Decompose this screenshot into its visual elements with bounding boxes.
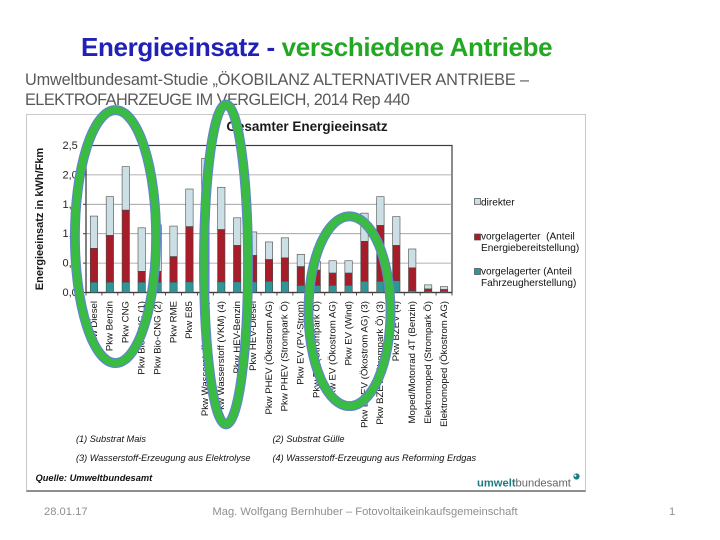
svg-text:Pkw Bio-CNG (1): Pkw Bio-CNG (1) bbox=[137, 301, 148, 375]
svg-text:Pkw Benzin: Pkw Benzin bbox=[105, 301, 116, 351]
svg-text:Pkw EV (Strompark Ö): Pkw EV (Strompark Ö) bbox=[312, 301, 323, 398]
svg-text:Pkw Diesel: Pkw Diesel bbox=[89, 301, 100, 348]
svg-text:2,0: 2,0 bbox=[63, 169, 78, 181]
svg-text:Pkw Wasserstoff (VKM) (3): Pkw Wasserstoff (VKM) (3) bbox=[200, 301, 211, 416]
svg-text:Pkw CNG: Pkw CNG bbox=[121, 301, 132, 343]
svg-text:Elektromoped (Strompark Ö): Elektromoped (Strompark Ö) bbox=[423, 301, 434, 424]
svg-text:Pkw Bio-CNG (2): Pkw Bio-CNG (2) bbox=[152, 301, 163, 375]
svg-text:vorgelagerter (Anteil: vorgelagerter (Anteil bbox=[481, 267, 572, 278]
svg-text:Pkw EV (PV-Strom): Pkw EV (PV-Strom) bbox=[296, 301, 307, 385]
svg-text:Pkw E85: Pkw E85 bbox=[184, 301, 195, 339]
svg-text:(1) Substrat Mais: (1) Substrat Mais bbox=[76, 434, 146, 444]
svg-text:1,5: 1,5 bbox=[63, 199, 78, 211]
svg-text:Fahrzeugherstellung): Fahrzeugherstellung) bbox=[481, 278, 576, 289]
svg-text:vorgelagerter (Anteil: vorgelagerter (Anteil bbox=[481, 232, 575, 243]
svg-text:1,0: 1,0 bbox=[63, 228, 78, 240]
svg-text:Pkw BZEV (Strompark Ö) (3): Pkw BZEV (Strompark Ö) (3) bbox=[375, 301, 386, 425]
svg-text:Pkw BZEV (Ökostrom AG) (3): Pkw BZEV (Ökostrom AG) (3) bbox=[359, 301, 370, 428]
svg-text:Pkw PHEV (Strompark Ö): Pkw PHEV (Strompark Ö) bbox=[280, 301, 291, 411]
svg-text:Pkw PHEV (Ökostrom AG): Pkw PHEV (Ökostrom AG) bbox=[264, 301, 275, 415]
svg-text:Pkw EV (Ökostrom AG): Pkw EV (Ökostrom AG) bbox=[327, 301, 338, 401]
svg-text:umweltbundesamt: umweltbundesamt bbox=[477, 478, 572, 490]
svg-text:0,0: 0,0 bbox=[63, 287, 78, 299]
svg-text:Pkw Wasserstoff (VKM) (4): Pkw Wasserstoff (VKM) (4) bbox=[216, 301, 227, 416]
svg-text:(3) Wasserstoff-Erzeugung aus: (3) Wasserstoff-Erzeugung aus Elektrolys… bbox=[76, 453, 250, 463]
svg-text:Energiebereitstellung): Energiebereitstellung) bbox=[481, 243, 579, 254]
svg-text:Pkw BZEV (4): Pkw BZEV (4) bbox=[391, 301, 402, 361]
svg-text:direkter: direkter bbox=[481, 197, 515, 208]
svg-text:2,5: 2,5 bbox=[63, 140, 78, 152]
svg-text:(4) Wasserstoff-Erzeugung aus: (4) Wasserstoff-Erzeugung aus Reforming … bbox=[273, 453, 477, 463]
svg-text:Pkw HEV-Diesel: Pkw HEV-Diesel bbox=[248, 301, 259, 371]
svg-text:(2) Substrat Gülle: (2) Substrat Gülle bbox=[273, 434, 345, 444]
svg-text:Energieeinsatz in kWh/Fkm: Energieeinsatz in kWh/Fkm bbox=[34, 148, 46, 291]
svg-text:Elektromoped (Ökostrom AG): Elektromoped (Ökostrom AG) bbox=[439, 301, 450, 427]
svg-text:Moped/Motorrad 4T (Benzin): Moped/Motorrad 4T (Benzin) bbox=[407, 301, 418, 423]
svg-text:Pkw HEV-Benzin: Pkw HEV-Benzin bbox=[232, 301, 243, 374]
svg-text:Pkw RME: Pkw RME bbox=[168, 301, 179, 343]
svg-text:0,5: 0,5 bbox=[63, 258, 78, 270]
svg-text:Quelle: Umweltbundesamt: Quelle: Umweltbundesamt bbox=[36, 473, 154, 483]
svg-text:Gesamter Energieeinsatz: Gesamter Energieeinsatz bbox=[226, 119, 388, 134]
svg-text:Pkw EV (Wind): Pkw EV (Wind) bbox=[343, 301, 354, 366]
